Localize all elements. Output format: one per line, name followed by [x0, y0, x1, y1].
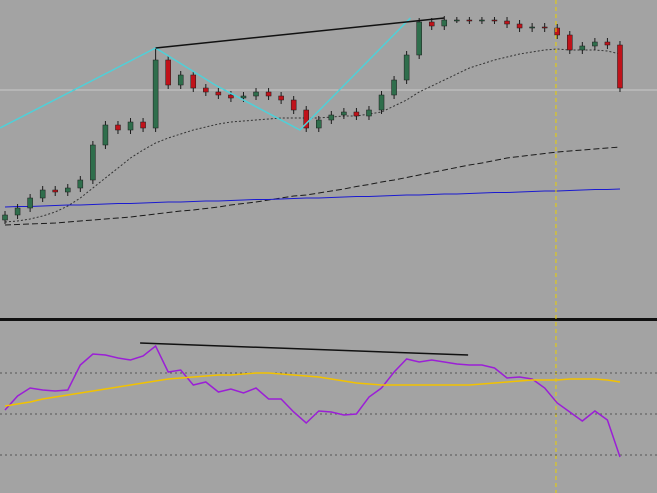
candle-body [265, 91, 272, 97]
candle-body [228, 94, 234, 99]
indicator-line [4, 344, 621, 458]
candle-body [567, 34, 573, 51]
candle-body [391, 79, 397, 96]
candle-body [428, 21, 435, 27]
trend-line [140, 342, 469, 356]
candle-body [353, 111, 360, 117]
candle-body [39, 189, 46, 199]
candle-body [328, 114, 335, 121]
candle-body [617, 44, 623, 89]
candle-body [441, 19, 448, 27]
candle-body [90, 144, 96, 181]
candle-body [140, 121, 146, 129]
candle-body [416, 21, 422, 56]
candle-body [592, 41, 598, 47]
pane-separator [0, 318, 657, 321]
candle-body [152, 59, 159, 129]
candle-body [203, 87, 209, 93]
candle-body [102, 124, 109, 146]
candle-body [516, 23, 523, 29]
candle-body [65, 187, 71, 193]
candle-body [190, 74, 197, 89]
candle-body [165, 59, 171, 86]
candle-body [303, 109, 309, 129]
candle-body [290, 99, 297, 111]
candle-body [541, 26, 548, 29]
candle-body [2, 214, 8, 221]
indicator-line [4, 146, 621, 226]
candle-body [466, 19, 473, 22]
candle-body [579, 45, 586, 51]
candle-body [127, 121, 134, 131]
candle-body [604, 41, 611, 46]
indicator-line [4, 188, 621, 208]
indicator-line [4, 372, 621, 407]
trend-line [155, 17, 445, 49]
candle-body [454, 19, 460, 22]
candle-body [278, 95, 284, 101]
candle-body [177, 74, 184, 86]
candle-body [378, 94, 385, 111]
candle-body [403, 54, 410, 81]
candle-body [215, 91, 222, 96]
candle-body [491, 19, 498, 22]
candle-body [240, 95, 247, 99]
candle-body [27, 197, 33, 209]
candle-body [554, 27, 560, 36]
candle-body [52, 189, 58, 193]
candle-body [253, 91, 259, 97]
candle-body [479, 19, 485, 22]
candle-body [341, 111, 347, 116]
candle-body [529, 26, 535, 29]
candle-body [77, 179, 84, 189]
candle-body [366, 109, 372, 117]
candle-body [14, 207, 21, 216]
candle-body [115, 124, 121, 131]
trend-line [0, 17, 411, 131]
candle-body [504, 20, 510, 25]
candle-body [316, 119, 322, 129]
